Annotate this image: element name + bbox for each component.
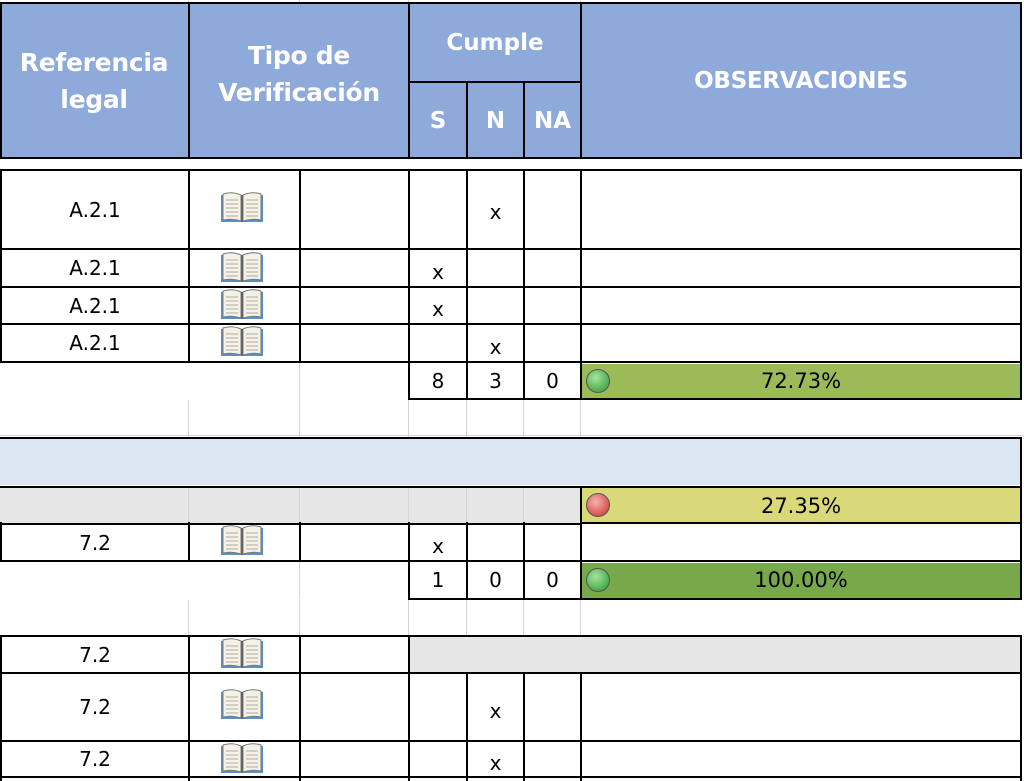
- row2-ref[interactable]: A.2.1: [69, 256, 121, 280]
- header-tipo-line1: Tipo de: [247, 41, 351, 70]
- row4-ref[interactable]: A.2.1: [69, 331, 121, 355]
- header-cumple[interactable]: Cumple: [410, 4, 580, 81]
- header-ref-line1: Referencia: [19, 48, 169, 77]
- total2-n[interactable]: 0: [489, 568, 502, 592]
- row7-n[interactable]: x: [489, 699, 502, 723]
- total2-s[interactable]: 1: [431, 568, 445, 592]
- section-total-percentage[interactable]: 27.35%: [760, 493, 842, 518]
- row4-n[interactable]: x: [489, 335, 502, 359]
- header-observaciones[interactable]: OBSERVACIONES: [582, 4, 1020, 158]
- row1-ref[interactable]: A.2.1: [69, 197, 121, 222]
- total1-obs-green-bar: [582, 364, 1020, 399]
- book-icon: [218, 288, 266, 322]
- total1-s[interactable]: 8: [431, 368, 445, 393]
- merged-gray-cell: [410, 637, 1020, 672]
- total2-obs-green-bar: [582, 563, 1020, 598]
- row8-n[interactable]: x: [489, 751, 502, 775]
- section-total-yellow-bar: [582, 488, 1020, 523]
- header-ref-line2: legal: [60, 85, 128, 114]
- row2-s[interactable]: x: [432, 260, 444, 284]
- book-icon: [218, 524, 266, 558]
- section-total-gray-band: [0, 488, 580, 523]
- section-band: [0, 438, 1020, 485]
- book-icon: [218, 325, 266, 359]
- book-icon: [218, 251, 266, 285]
- total1-percentage[interactable]: 72.73%: [760, 368, 842, 393]
- header-na[interactable]: NA: [525, 83, 580, 158]
- red-status-icon: [586, 493, 610, 517]
- book-icon: [218, 191, 266, 225]
- green-status-icon: [586, 568, 610, 592]
- row3-ref[interactable]: A.2.1: [69, 293, 121, 318]
- header-s[interactable]: S: [410, 83, 466, 158]
- book-icon: [218, 742, 266, 776]
- row7-ref[interactable]: 7.2: [79, 695, 111, 719]
- row3-s[interactable]: x: [432, 296, 444, 321]
- header-n[interactable]: N: [468, 83, 523, 158]
- total2-percentage[interactable]: 100.00%: [754, 568, 848, 592]
- total1-n[interactable]: 3: [489, 368, 502, 393]
- header-ref-legal[interactable]: Referencia legal: [0, 4, 188, 158]
- book-icon: [218, 688, 266, 722]
- book-icon: [218, 637, 266, 671]
- row5-ref[interactable]: 7.2: [79, 530, 111, 555]
- row1-n[interactable]: x: [489, 199, 502, 224]
- header-tipo-line2: Verificación: [218, 78, 380, 107]
- row6-ref[interactable]: 7.2: [79, 642, 111, 667]
- row8-ref[interactable]: 7.2: [79, 747, 111, 771]
- total2-na[interactable]: 0: [546, 568, 559, 592]
- total1-na[interactable]: 0: [546, 368, 559, 393]
- row5-s[interactable]: x: [432, 533, 444, 558]
- header-tipo-verificacion[interactable]: Tipo de Verificación: [190, 4, 408, 158]
- green-status-icon: [586, 369, 610, 393]
